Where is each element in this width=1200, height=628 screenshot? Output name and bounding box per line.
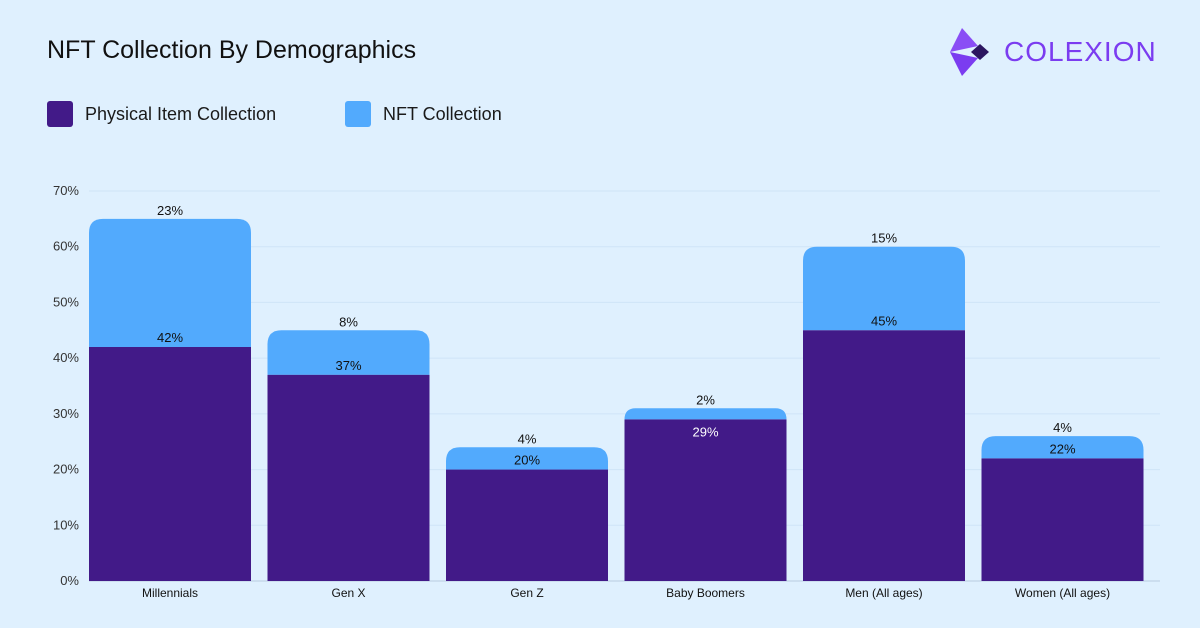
logo-text: COLEXION [1004,36,1157,67]
data-label-physical: 20% [514,453,540,468]
y-tick-label: 70% [53,183,79,198]
x-tick-label: Millennials [142,586,198,600]
legend-item-nft: NFT Collection [345,101,502,127]
bar-nft [446,447,608,470]
colexion-logo-icon [950,28,989,76]
legend-swatch-physical [47,101,73,127]
bar-physical [267,374,430,581]
bar-nft [803,246,965,331]
data-label-physical: 42% [157,330,183,345]
x-tick-label: Men (All ages) [845,586,922,600]
bar-physical [981,458,1144,581]
bar-nft [624,408,787,420]
y-tick-label: 60% [53,239,79,254]
legend-item-physical: Physical Item Collection [47,101,276,127]
y-tick-label: 0% [60,573,79,588]
data-label-nft: 15% [871,231,897,246]
data-label-nft: 23% [157,203,183,218]
data-label-nft: 8% [339,314,358,329]
legend-label-nft: NFT Collection [383,103,502,124]
bar-physical [803,330,965,581]
data-label-physical: 37% [335,358,361,373]
bar-physical [624,419,787,581]
y-tick-label: 10% [53,517,79,532]
data-label-nft: 4% [1053,420,1072,435]
data-label-physical: 45% [871,313,897,328]
bar-nft [981,436,1144,459]
y-tick-label: 50% [53,294,79,309]
colexion-logo: COLEXION [944,26,1157,78]
y-tick-label: 40% [53,350,79,365]
data-label-physical: 29% [692,424,718,439]
chart-title: NFT Collection By Demographics [47,36,417,64]
x-tick-label: Women (All ages) [1015,586,1110,600]
legend-swatch-nft [345,101,371,127]
bar-physical [446,469,608,581]
bar-physical [89,347,251,581]
bar-nft [89,218,251,347]
data-label-physical: 22% [1049,441,1075,456]
x-tick-label: Gen Z [510,586,543,600]
legend-label-physical: Physical Item Collection [85,103,277,124]
y-tick-label: 30% [53,406,79,421]
x-tick-label: Baby Boomers [666,586,745,600]
x-tick-label: Gen X [331,586,365,600]
data-label-nft: 4% [518,431,537,446]
bar-nft [267,330,430,375]
data-label-nft: 2% [696,392,715,407]
y-tick-label: 20% [53,462,79,477]
